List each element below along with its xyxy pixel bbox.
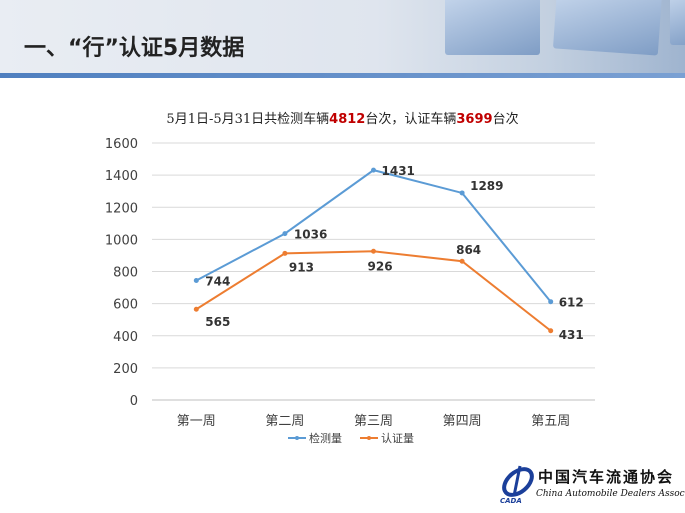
data-point <box>548 328 554 334</box>
data-label: 1036 <box>294 228 327 242</box>
logo-cn: 中国汽车流通协会 <box>538 468 675 486</box>
data-point <box>459 258 465 264</box>
y-tick-label: 1200 <box>105 201 138 216</box>
data-point <box>282 250 288 256</box>
y-tick-label: 800 <box>113 266 138 281</box>
data-label: 864 <box>456 243 481 257</box>
detect-total: 4812 <box>329 112 366 127</box>
data-label: 744 <box>205 274 230 288</box>
y-tick-label: 1400 <box>105 169 138 184</box>
legend-label: 检测量 <box>309 431 342 445</box>
header-banner <box>0 0 685 73</box>
subtitle-text: 5月1日-5月31日共检测车辆 <box>166 112 330 127</box>
legend-marker <box>367 436 371 440</box>
header-stripe <box>0 73 685 78</box>
decorative-cube <box>445 0 540 55</box>
subtitle-text: 台次 <box>492 112 519 127</box>
decorative-cube <box>670 0 685 45</box>
data-label: 913 <box>289 260 314 274</box>
page-title: 一、“行”认证5月数据 <box>24 36 245 61</box>
data-point <box>282 231 288 237</box>
data-point <box>193 306 199 312</box>
x-tick-label: 第一周 <box>177 414 216 429</box>
y-tick-label: 0 <box>130 394 138 409</box>
legend-label: 认证量 <box>381 432 414 445</box>
cada-emblem-icon <box>502 465 534 497</box>
logo-en: China Automobile Dealers Association <box>536 489 685 499</box>
x-tick-label: 第二周 <box>265 414 304 429</box>
data-point <box>371 248 376 254</box>
data-label: 431 <box>559 328 584 342</box>
subtitle-text: 台次，认证车辆 <box>365 112 457 127</box>
legend-marker <box>295 436 299 440</box>
data-label: 1431 <box>382 164 415 178</box>
data-label: 565 <box>205 315 230 329</box>
logo-abbr: CADA <box>500 497 522 505</box>
cert-total: 3699 <box>456 112 493 127</box>
data-label: 926 <box>368 259 393 273</box>
data-label: 1289 <box>470 179 503 193</box>
data-point <box>459 190 465 196</box>
y-tick-label: 1000 <box>105 233 138 248</box>
chart-subtitle: 5月1日-5月31日共检测车辆4812台次，认证车辆3699台次 <box>0 108 685 127</box>
data-point <box>193 277 199 283</box>
y-tick-label: 1600 <box>105 137 138 152</box>
x-tick-label: 第五周 <box>531 414 570 429</box>
y-tick-label: 200 <box>113 362 138 377</box>
data-point <box>371 167 376 173</box>
x-tick-label: 第三周 <box>354 414 393 429</box>
cada-logo: CADA 中国汽车流通协会 China Automobile Dealers A… <box>498 462 685 510</box>
data-point <box>548 299 554 305</box>
data-label: 612 <box>559 296 584 310</box>
y-tick-label: 400 <box>113 330 138 345</box>
x-tick-label: 第四周 <box>443 414 482 429</box>
y-tick-label: 600 <box>113 298 138 313</box>
